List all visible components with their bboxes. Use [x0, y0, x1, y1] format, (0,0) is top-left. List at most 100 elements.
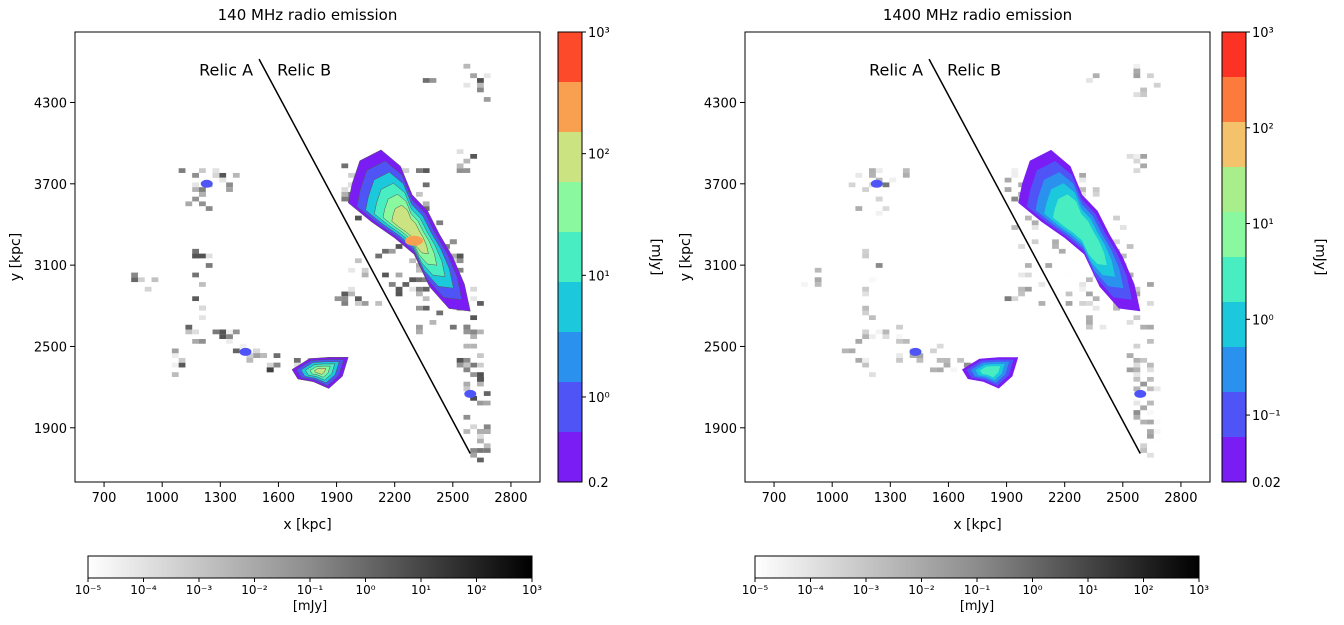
- contour-level: [980, 366, 1001, 378]
- emission-pixel: [862, 329, 869, 335]
- contour-spot: [1134, 389, 1147, 398]
- emission-pixel: [875, 210, 883, 216]
- emission-pixel: [896, 334, 903, 340]
- emission-pixel: [463, 367, 471, 373]
- emission-pixel: [862, 362, 869, 368]
- emission-pixel: [869, 168, 876, 173]
- emission-pixel: [1147, 419, 1154, 425]
- emission-pixel: [388, 248, 396, 254]
- emission-pixel: [882, 206, 890, 211]
- emission-pixel: [246, 357, 254, 363]
- emission-pixel: [916, 357, 924, 363]
- x-tick-label: 2200: [1048, 491, 1081, 506]
- colorbar-segment: [558, 82, 582, 132]
- emission-pixel: [957, 357, 964, 363]
- emission-pixel: [1133, 362, 1141, 368]
- emission-pixel: [171, 372, 179, 377]
- gray-colorbar-tick-label: 10⁻³: [853, 583, 880, 597]
- emission-pixel: [348, 291, 355, 297]
- x-tick-label: 700: [762, 491, 787, 506]
- emission-pixel: [219, 172, 227, 178]
- emission-pixel: [171, 362, 179, 368]
- emission-pixel: [375, 253, 383, 259]
- emission-pixel: [1147, 429, 1154, 434]
- y-tick-label: 3700: [704, 178, 737, 193]
- emission-pixel: [456, 357, 464, 363]
- emission-pixel: [1147, 339, 1154, 344]
- contour-level: [1053, 194, 1107, 266]
- emission-pixel: [1065, 301, 1073, 306]
- plot-area: [801, 63, 1161, 458]
- emission-pixel: [341, 301, 349, 306]
- emission-pixel: [869, 372, 876, 377]
- emission-pixel: [1140, 324, 1148, 330]
- emission-pixel: [1031, 220, 1039, 226]
- emission-pixel: [896, 339, 903, 344]
- emission-pixel: [483, 400, 491, 406]
- emission-pixel: [1126, 153, 1134, 159]
- emission-pixel: [814, 282, 822, 287]
- relic-b-label: Relic B: [947, 60, 1001, 79]
- gray-colorbar-tick-label: 10³: [1189, 583, 1209, 597]
- x-tick-label: 2500: [1106, 491, 1139, 506]
- emission-pixel: [1119, 225, 1127, 230]
- colorbar-segment: [1222, 302, 1246, 347]
- emission-pixel: [1126, 367, 1134, 373]
- emission-pixel: [456, 253, 464, 259]
- emission-pixel: [422, 286, 430, 292]
- emission-pixel: [334, 296, 342, 302]
- colorbar-segment: [1222, 257, 1246, 302]
- emission-pixel: [477, 457, 484, 463]
- gray-colorbar: [754, 555, 1200, 579]
- emission-pixel: [192, 296, 199, 302]
- emission-pixel: [266, 367, 274, 373]
- emission-pixel: [192, 187, 199, 192]
- emission-pixel: [875, 329, 883, 335]
- emission-pixel: [395, 291, 403, 297]
- emission-pixel: [943, 357, 951, 363]
- emission-pixel: [416, 329, 423, 335]
- emission-pixel: [341, 296, 349, 302]
- emission-pixel: [1038, 282, 1046, 287]
- emission-pixel: [1119, 253, 1127, 259]
- emission-pixel: [1133, 386, 1141, 392]
- gray-colorbar-tick-label: 10⁻⁴: [130, 583, 157, 597]
- emission-pixel: [862, 357, 869, 363]
- emission-pixel: [1079, 282, 1086, 287]
- emission-pixel: [185, 201, 193, 207]
- emission-pixel: [205, 253, 213, 259]
- emission-pixel: [801, 282, 808, 287]
- emission-pixel: [1140, 92, 1148, 98]
- emission-pixel: [1024, 215, 1032, 221]
- emission-pixel: [199, 305, 206, 311]
- emission-pixel: [896, 357, 903, 363]
- chart-title: 140 MHz radio emission: [218, 6, 398, 24]
- x-tick-label: 700: [92, 491, 117, 506]
- emission-pixel: [470, 296, 478, 302]
- emission-pixel: [1126, 244, 1134, 249]
- emission-pixel: [449, 253, 457, 259]
- y-tick-label: 3700: [34, 178, 67, 193]
- emission-pixel: [341, 163, 349, 169]
- emission-pixel: [1147, 324, 1154, 330]
- emission-pixel: [889, 177, 897, 183]
- gray-colorbar-label: [mJy]: [293, 599, 327, 614]
- emission-pixel: [293, 362, 301, 368]
- emission-pixel: [1052, 239, 1059, 245]
- emission-pixel: [483, 391, 491, 396]
- emission-pixel: [212, 329, 220, 335]
- emission-pixel: [902, 172, 910, 178]
- emission-pixel: [1147, 452, 1154, 458]
- contour-spot: [200, 179, 213, 188]
- colorbar-tick-label: 10⁰: [588, 391, 610, 406]
- emission-pixel: [354, 215, 362, 221]
- emission-pixel: [841, 348, 849, 354]
- emission-pixel: [456, 168, 464, 173]
- emission-pixel: [477, 400, 484, 406]
- emission-pixel: [869, 334, 876, 340]
- emission-pixel: [483, 429, 491, 434]
- emission-pixel: [483, 97, 491, 102]
- emission-pixel: [449, 239, 457, 245]
- emission-pixel: [416, 324, 423, 330]
- emission-pixel: [226, 334, 233, 340]
